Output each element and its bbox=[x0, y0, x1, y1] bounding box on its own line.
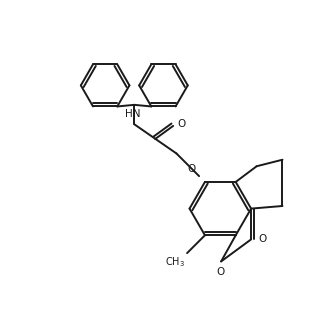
Text: O: O bbox=[177, 119, 185, 129]
Text: O: O bbox=[187, 164, 195, 175]
Text: O: O bbox=[216, 267, 225, 277]
Text: CH$_3$: CH$_3$ bbox=[165, 255, 184, 269]
Text: O: O bbox=[258, 234, 266, 244]
Text: HN: HN bbox=[125, 110, 140, 120]
